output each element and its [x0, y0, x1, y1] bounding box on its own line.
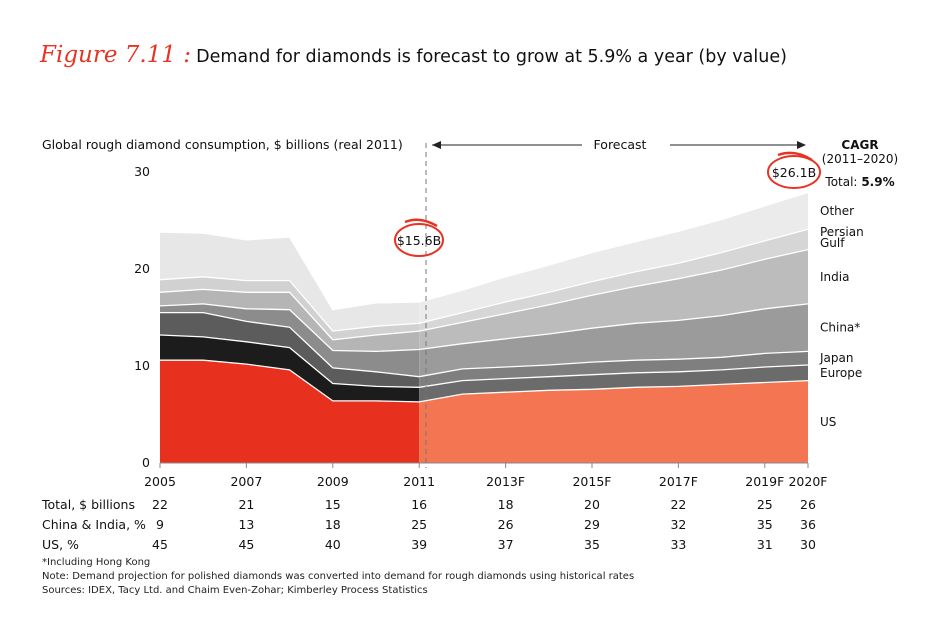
table-cell: 37 [497, 537, 514, 552]
cagr-title: CAGR [841, 138, 878, 152]
area-persian-gulf-historical [160, 276, 420, 340]
table-cell: 18 [497, 497, 514, 512]
table-row-label: US, % [42, 537, 79, 552]
table-cell: 26 [800, 497, 816, 512]
area-china-historical [160, 303, 420, 377]
end-value-circle [767, 155, 821, 189]
area-japan-boundary [160, 311, 809, 378]
figure-label: Figure 7.11 : [40, 42, 192, 68]
start-circle-swash [404, 218, 438, 228]
area-persian-gulf-boundary [159, 228, 809, 332]
table-cell: 31 [756, 537, 773, 552]
table-cell: 20 [584, 497, 600, 512]
table-cell: 21 [238, 497, 255, 512]
area-other-boundary [159, 191, 809, 311]
table-cell: 33 [670, 537, 687, 552]
start-value: $15.6B [397, 233, 441, 248]
forecast-label: Forecast [594, 137, 647, 152]
y-axis-label: Global rough diamond consumption, $ bill… [42, 137, 403, 152]
x-tick-label: 2020F [788, 474, 827, 489]
series-label: US [820, 415, 836, 429]
x-tick-label: 2013F [486, 474, 525, 489]
cagr-total: Total: 5.9% [824, 175, 894, 189]
y-tick-label: 30 [134, 164, 150, 179]
area-us-historical [160, 360, 420, 463]
figure-title-text: Demand for diamonds is forecast to grow … [196, 47, 787, 67]
forecast-arrowhead-right [797, 141, 806, 149]
x-tick-label: 2015F [572, 474, 611, 489]
x-tick-label: 2017F [659, 474, 698, 489]
area-us-boundary [160, 359, 809, 403]
figure-title: Figure 7.11 : Demand for diamonds is for… [40, 42, 787, 68]
y-tick-label: 20 [134, 261, 150, 276]
table-cell: 45 [152, 537, 168, 552]
table-cell: 32 [670, 517, 687, 532]
area-europe-boundary [159, 334, 809, 388]
table-cell: 25 [756, 497, 773, 512]
y-axis-ticks: 0 10 20 30 [134, 164, 150, 470]
area-persian-gulf-forecast [419, 229, 808, 332]
series-label: Other [820, 204, 854, 218]
table-cell: 26 [497, 517, 514, 532]
end-circle-swash [777, 151, 813, 162]
area-japan-forecast [419, 351, 808, 388]
table-cell: 36 [800, 517, 816, 532]
x-tick-label: 2009 [317, 474, 349, 489]
footnote: *Including Hong Kong [42, 557, 151, 568]
x-tick-label: 2019F [745, 474, 784, 489]
series-label: Persian Gulf [820, 225, 864, 250]
table-cell: 13 [238, 517, 255, 532]
area-us-forecast [419, 380, 808, 463]
table-cell: 18 [324, 517, 341, 532]
series-label: India [820, 270, 849, 284]
area-europe-forecast [419, 365, 808, 402]
start-value-circle [394, 223, 444, 257]
series-label: Japan [819, 351, 853, 365]
table-cell: 40 [324, 537, 341, 552]
x-tick-label: 2007 [230, 474, 262, 489]
sources: Sources: IDEX, Tacy Ltd. and Chaim Even-… [42, 585, 428, 596]
table-cell: 16 [411, 497, 428, 512]
y-tick-label: 10 [134, 358, 150, 373]
table-cell: 22 [152, 497, 168, 512]
cagr-total-label: Total: [824, 175, 857, 189]
x-tick-label: 2011 [403, 474, 435, 489]
table-cell: 29 [584, 517, 600, 532]
table-cell: 25 [411, 517, 428, 532]
table-cell: 22 [670, 497, 687, 512]
x-tick-label: 2005 [144, 474, 176, 489]
series-label: China* [820, 321, 860, 335]
table-cell: 30 [800, 537, 816, 552]
area-india-forecast [419, 249, 808, 350]
y-tick-label: 0 [142, 455, 150, 470]
cagr-total-value: 5.9% [861, 175, 894, 189]
area-japan-historical [160, 312, 420, 388]
table-row-label: China & India, % [42, 517, 146, 532]
table-cell: 45 [238, 537, 255, 552]
area-india-boundary [159, 248, 809, 341]
area-other-forecast [419, 192, 808, 324]
note: Note: Demand projection for polished dia… [42, 571, 635, 582]
table-cell: 9 [156, 517, 164, 532]
table-cell: 15 [324, 497, 341, 512]
cagr-period: (2011–2020) [822, 152, 898, 166]
x-axis-ticks: 2005 2007 2009 2011 2013F 2015F 2017F 2019F 2020… [144, 463, 828, 489]
area-china-boundary [159, 303, 809, 353]
end-value: $26.1B [772, 165, 816, 180]
area-china-forecast [419, 303, 808, 377]
table-cell: 39 [411, 537, 428, 552]
table-cell: 35 [584, 537, 600, 552]
table-row-label: Total, $ billions [42, 497, 135, 512]
series-label: Europe [820, 366, 862, 380]
forecast-arrowhead-left [432, 141, 441, 149]
chart-areas [159, 191, 809, 463]
area-india-historical [160, 289, 420, 352]
table-cell: 35 [756, 517, 773, 532]
